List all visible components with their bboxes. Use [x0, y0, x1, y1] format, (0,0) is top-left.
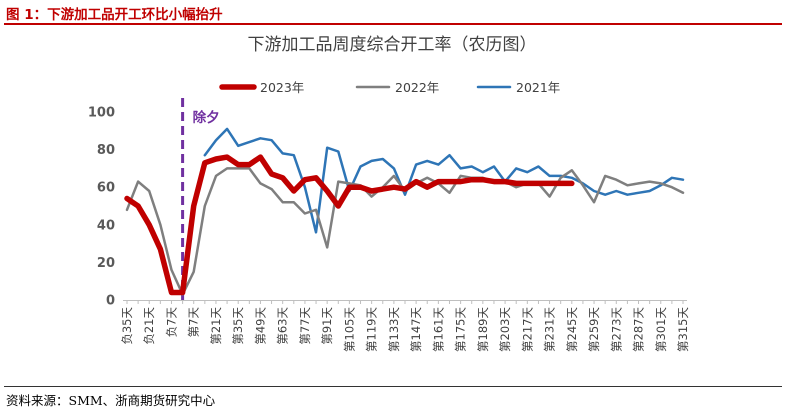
y-tick-label: 80: [97, 143, 115, 158]
x-tick-label: 第245天: [565, 307, 579, 352]
x-tick-label: 第161天: [431, 307, 445, 352]
y-axis: 0 20 40 60 80 100: [88, 106, 115, 309]
x-tick-label: 第77天: [298, 307, 312, 345]
chuxi-marker: 除夕: [181, 98, 220, 300]
x-tick-label: 第217天: [520, 307, 534, 352]
y-tick-label: 40: [97, 218, 115, 233]
heading-rule: [4, 23, 782, 25]
x-tick-label: 第21天: [209, 307, 223, 345]
y-tick-label: 20: [97, 256, 115, 271]
series-line-2023: [124, 154, 575, 296]
x-tick-label: 第203天: [498, 307, 512, 352]
line-chart: 下游加工品周度综合开工率（农历图） 2023年 2022年 2021年 0 20 40 6…: [88, 35, 690, 352]
x-tick-label: 第147天: [409, 307, 423, 352]
chart-title: 下游加工品周度综合开工率（农历图）: [248, 35, 537, 55]
x-tick-label: 第259天: [587, 307, 601, 352]
x-axis: 负35天 负21天 负7天 第7天 第21天 第35天 第49天 第63天 第77天 第91天 第1…: [120, 300, 690, 352]
x-tick-label: 负21天: [142, 307, 156, 345]
legend-label-2022: 2022年: [395, 80, 439, 95]
y-tick-label: 100: [88, 106, 115, 121]
y-tick-label: 0: [106, 294, 115, 309]
x-tick-label: 第63天: [276, 307, 290, 345]
x-tick-label: 第49天: [253, 307, 267, 345]
legend-label-2021: 2021年: [516, 80, 560, 95]
x-tick-label: 负7天: [164, 307, 178, 338]
source-note: 资料来源：SMM、浙商期货研究中心: [6, 393, 216, 408]
legend: 2023年 2022年 2021年: [219, 80, 560, 95]
x-tick-label: 第133天: [387, 307, 401, 352]
series-line-2021: [170, 127, 685, 294]
x-tick-label: 第231天: [543, 307, 557, 352]
x-tick-label: 第315天: [676, 307, 690, 352]
x-tick-label: 第301天: [654, 307, 668, 352]
x-tick-label: 第7天: [187, 307, 201, 338]
x-tick-label: 第175天: [454, 307, 468, 352]
series-group: [124, 127, 685, 296]
x-tick-label: 第105天: [342, 307, 356, 352]
x-tick-label: 第287天: [632, 307, 646, 352]
chuxi-label: 除夕: [193, 109, 220, 126]
source-rule: [4, 386, 782, 387]
legend-label-2023: 2023年: [260, 80, 304, 95]
x-tick-label: 第35天: [231, 307, 245, 345]
y-tick-label: 60: [97, 181, 115, 196]
x-tick-label: 第91天: [320, 307, 334, 345]
x-tick-label: 第119天: [365, 307, 379, 352]
x-tick-label: 第189天: [476, 307, 490, 352]
x-tick-label: 负35天: [120, 307, 134, 345]
x-tick-label: 第273天: [609, 307, 623, 352]
figure-heading: 图 1：下游加工品开工环比小幅抬升: [6, 7, 223, 23]
